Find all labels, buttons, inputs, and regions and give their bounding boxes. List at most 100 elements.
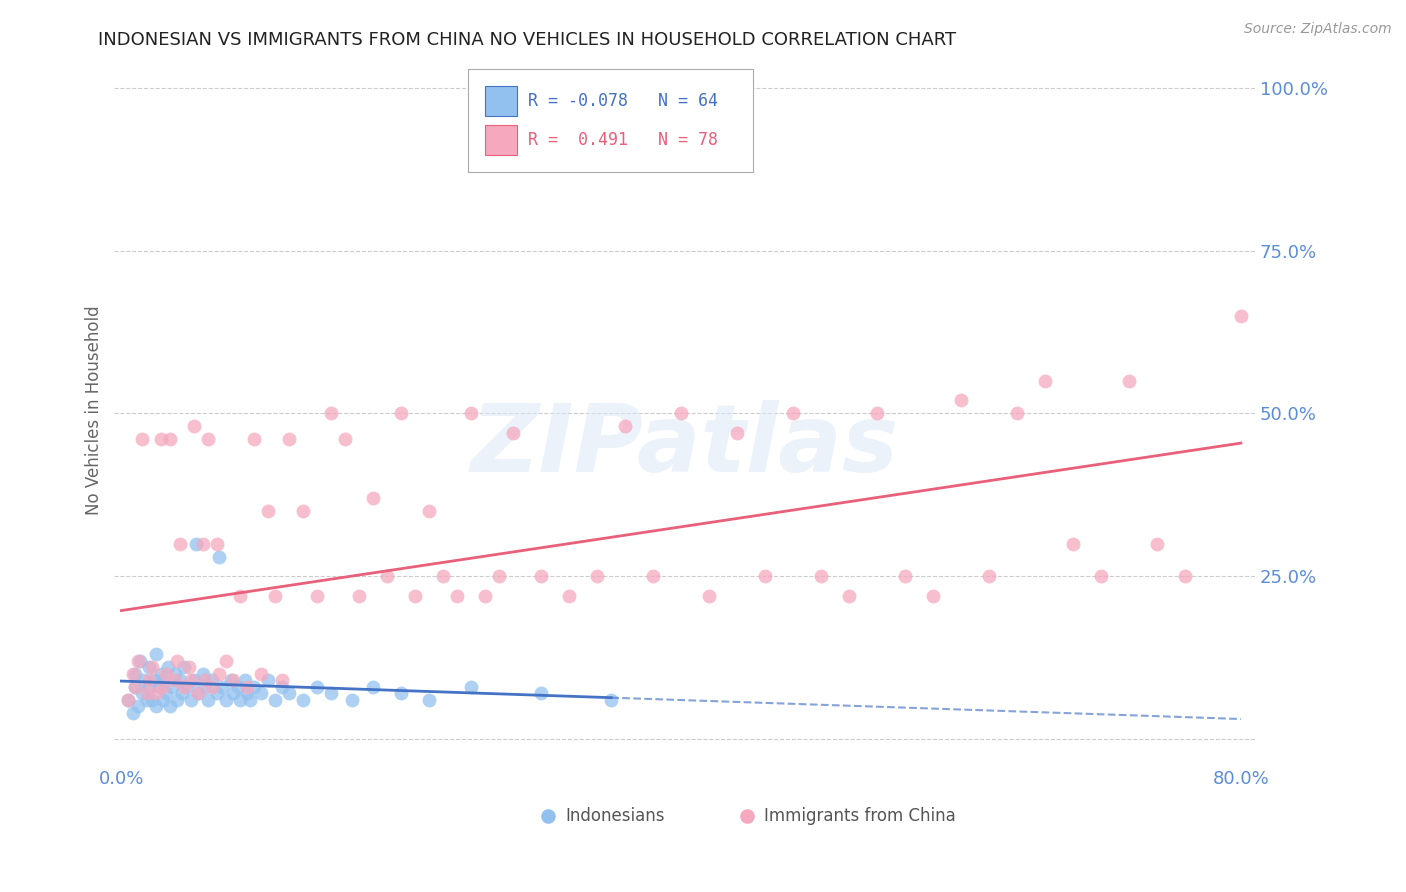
Point <box>488 569 510 583</box>
Point <box>1146 536 1168 550</box>
Point <box>169 673 191 688</box>
Point <box>173 660 195 674</box>
Point <box>226 680 249 694</box>
Point <box>321 686 343 700</box>
Point <box>180 673 202 688</box>
Point <box>725 425 748 440</box>
Point <box>530 686 553 700</box>
Point <box>131 686 153 700</box>
Point <box>243 433 266 447</box>
Point <box>160 680 183 694</box>
Point <box>141 693 163 707</box>
Point <box>866 406 889 420</box>
Point <box>229 693 252 707</box>
Point <box>152 673 174 688</box>
Point <box>321 406 343 420</box>
Point <box>132 673 155 688</box>
Point <box>887 779 910 793</box>
Point <box>138 660 160 674</box>
Point <box>257 673 280 688</box>
Point <box>586 569 609 583</box>
Point <box>977 569 1000 583</box>
Point <box>187 686 209 700</box>
Point <box>389 406 412 420</box>
Point <box>239 693 262 707</box>
Point <box>208 666 231 681</box>
Point <box>432 569 454 583</box>
Point <box>128 654 150 668</box>
Point <box>1118 374 1140 388</box>
Point <box>117 693 139 707</box>
Point <box>148 680 170 694</box>
Point <box>124 680 146 694</box>
Point <box>155 666 177 681</box>
Point <box>169 536 191 550</box>
Y-axis label: No Vehicles in Household: No Vehicles in Household <box>86 305 103 515</box>
Point <box>135 693 157 707</box>
Point <box>229 589 252 603</box>
Point <box>460 406 482 420</box>
Point <box>141 660 163 674</box>
Point <box>211 680 233 694</box>
Point <box>208 549 231 564</box>
Point <box>197 693 219 707</box>
Point <box>149 433 172 447</box>
Point <box>950 393 973 408</box>
Point <box>361 680 384 694</box>
Point <box>138 680 160 694</box>
Text: R = -0.078   N = 64: R = -0.078 N = 64 <box>529 92 718 111</box>
Point <box>782 406 804 420</box>
Point <box>404 589 426 603</box>
Point <box>194 680 217 694</box>
Point <box>131 433 153 447</box>
Point <box>163 666 186 681</box>
Point <box>142 673 165 688</box>
Point <box>446 589 468 603</box>
Point <box>1005 406 1028 420</box>
Point <box>180 693 202 707</box>
Point <box>215 693 238 707</box>
Text: INDONESIAN VS IMMIGRANTS FROM CHINA NO VEHICLES IN HOUSEHOLD CORRELATION CHART: INDONESIAN VS IMMIGRANTS FROM CHINA NO V… <box>98 31 956 49</box>
Point <box>145 699 167 714</box>
Point <box>558 589 581 603</box>
Point <box>183 419 205 434</box>
Point <box>155 686 177 700</box>
Point <box>236 680 259 694</box>
Point <box>138 673 160 688</box>
Point <box>156 660 179 674</box>
Point <box>1230 309 1253 323</box>
Point <box>222 686 245 700</box>
Point <box>349 589 371 603</box>
FancyBboxPatch shape <box>485 87 517 116</box>
Text: Source: ZipAtlas.com: Source: ZipAtlas.com <box>1244 22 1392 37</box>
FancyBboxPatch shape <box>468 70 754 172</box>
Point <box>1062 536 1084 550</box>
Point <box>250 666 273 681</box>
Point <box>474 589 496 603</box>
Point <box>1174 569 1197 583</box>
Point <box>278 433 301 447</box>
Point <box>219 673 242 688</box>
Point <box>922 589 945 603</box>
Point <box>271 680 294 694</box>
Point <box>191 666 214 681</box>
Point <box>335 433 357 447</box>
Point <box>197 433 219 447</box>
Point <box>124 680 146 694</box>
Point <box>418 504 440 518</box>
Point <box>754 569 776 583</box>
Point <box>669 406 692 420</box>
Point <box>201 680 224 694</box>
Point <box>184 536 207 550</box>
Point <box>121 706 143 720</box>
Point <box>1090 569 1112 583</box>
Point <box>292 693 315 707</box>
Point <box>361 491 384 505</box>
Point <box>205 536 228 550</box>
Point <box>614 419 637 434</box>
Point <box>127 699 149 714</box>
Point <box>183 673 205 688</box>
Point <box>187 686 209 700</box>
Point <box>1033 374 1056 388</box>
Point <box>201 673 224 688</box>
